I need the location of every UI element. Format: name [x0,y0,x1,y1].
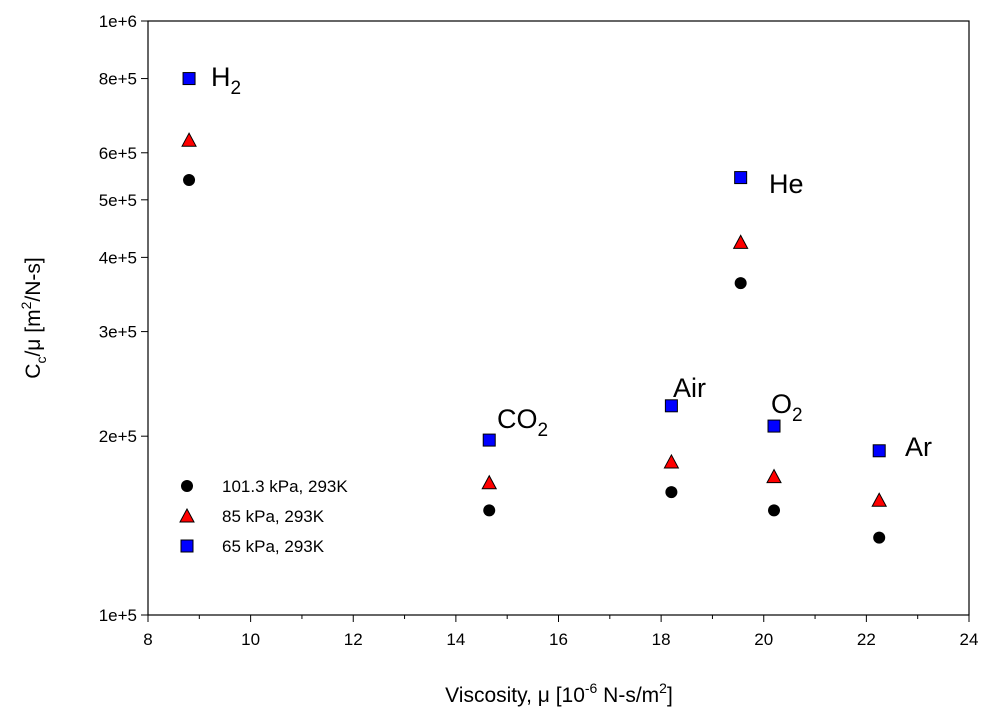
data-point-circle [734,277,747,290]
x-tick-label: 18 [652,630,671,649]
y-axis-title: Cc/μ [m2/N-s] [18,257,49,378]
y-tick-label: 5e+5 [99,191,137,210]
data-point-circle [483,504,496,517]
y-axis: 1e+5 2e+5 3e+5 4e+5 5e+5 6e+5 8e+5 1e+6 [99,12,148,625]
data-point-circle [665,486,678,499]
data-point-square [182,72,196,86]
data-point-triangle [871,492,888,507]
y-tick-label: 3e+5 [99,323,137,342]
legend-label-85kpa: 85 kPa, 293K [222,507,325,526]
data-point-circle [873,531,886,544]
annotation-h2: H2 [211,62,241,99]
x-tick-label: 16 [549,630,568,649]
x-tick-label: 24 [960,630,979,649]
data-point-triangle [481,474,498,490]
data-point-square [872,444,886,458]
annotation-air: Air [673,373,706,403]
legend: 101.3 kPa, 293K 85 kPa, 293K 65 kPa, 293… [179,477,348,556]
data-point-triangle [766,468,782,484]
x-tick-label: 12 [344,630,363,649]
y-tick-label: 1e+6 [99,12,137,31]
data-point-square [664,399,678,413]
x-tick-label: 20 [754,630,773,649]
data-point-triangle [181,132,197,147]
data-point-square [734,171,748,185]
x-axis-title: Viscosity, μ [10-6 N-s/m2] [445,680,673,707]
annotation-o2: O2 [771,389,803,426]
data-markers [181,72,888,544]
y-tick-label: 6e+5 [99,144,137,163]
y-tick-label: 8e+5 [99,70,137,89]
y-tick-label: 2e+5 [99,427,137,446]
x-tick-label: 10 [241,630,260,649]
legend-marker-circle [181,480,193,492]
y-tick-label: 4e+5 [99,248,137,267]
legend-marker-triangle [179,507,195,523]
legend-label-65kpa: 65 kPa, 293K [222,537,325,556]
annotation-ar: Ar [905,432,932,462]
data-point-square [767,419,781,433]
legend-label-101kpa: 101.3 kPa, 293K [222,477,348,496]
x-tick-label: 22 [857,630,876,649]
x-axis: 8 10 12 14 16 18 20 22 24 [143,615,978,649]
data-point-circle [768,504,781,517]
legend-marker-square [180,539,194,553]
data-point-triangle [663,453,680,469]
annotation-co2: CO2 [497,404,548,441]
data-point-triangle [732,234,749,249]
x-tick-label: 14 [446,630,465,649]
data-point-square [482,433,496,447]
y-tick-label: 1e+5 [99,606,137,625]
data-point-circle [183,173,196,186]
gas-annotations: H2 CO2 Air He O2 Ar [211,62,932,462]
annotation-he: He [769,169,804,199]
x-tick-label: 8 [143,630,152,649]
